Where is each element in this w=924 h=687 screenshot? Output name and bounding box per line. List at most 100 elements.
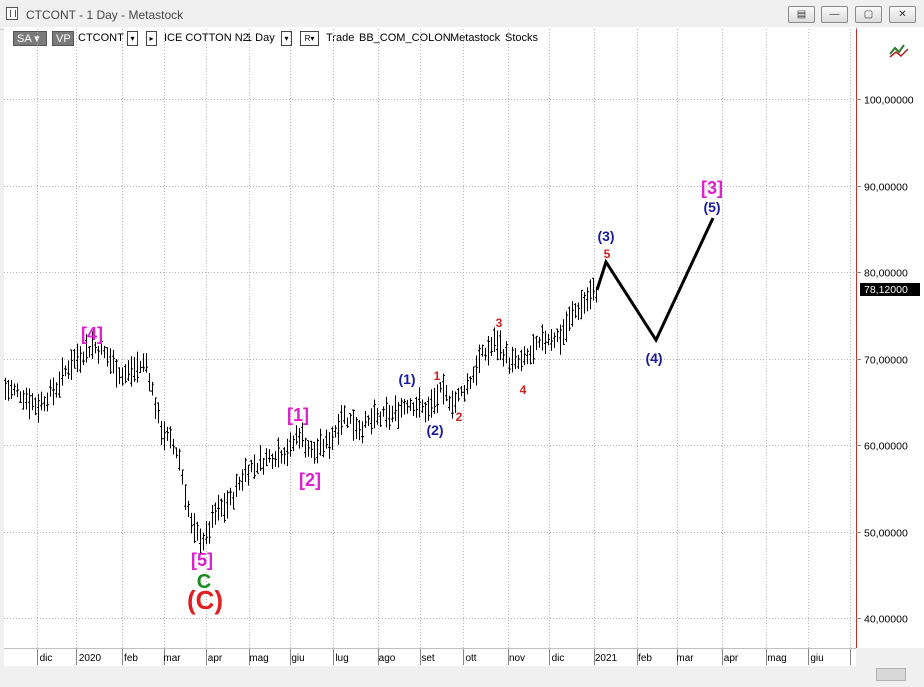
horizontal-grid: [4, 99, 861, 619]
price-bar: [499, 330, 502, 361]
r-dropdown[interactable]: R▾: [300, 31, 319, 46]
price-bar: [28, 388, 31, 420]
price-bar: [547, 333, 550, 346]
price-axis[interactable]: [856, 27, 924, 648]
price-bar: [385, 396, 388, 428]
time-axis-label: mar: [163, 653, 181, 664]
close-button[interactable]: ✕: [889, 6, 916, 23]
period-dropdown[interactable]: ▾: [281, 31, 292, 46]
price-bar: [514, 348, 517, 369]
price-bar: [376, 408, 379, 425]
price-bar: [568, 306, 571, 331]
price-axis-label: 50,00000: [864, 528, 908, 540]
price-bar: [43, 396, 46, 412]
time-axis-label: giu: [291, 653, 304, 664]
symbol-dropdown[interactable]: ▾: [127, 31, 138, 46]
price-bar: [118, 367, 121, 385]
price-bar: [124, 364, 127, 384]
price-bar: [511, 346, 514, 373]
price-bar: [106, 347, 109, 367]
period-label[interactable]: 1 Day: [246, 32, 275, 44]
price-bar: [127, 360, 130, 381]
price-bar: [91, 331, 94, 359]
drawing-tools-icon[interactable]: [888, 42, 910, 60]
price-bar: [274, 451, 277, 467]
price-bar: [439, 382, 442, 393]
price-bar: [136, 351, 139, 383]
sa-button[interactable]: SA ▾: [13, 31, 47, 46]
layout-icon: ▤: [796, 9, 807, 20]
price-bar: [319, 428, 322, 456]
price-bar: [199, 528, 202, 554]
price-bar: [382, 406, 385, 417]
price-bar: [484, 347, 487, 361]
instrument-dropdown[interactable]: ▸: [146, 31, 157, 46]
price-bar: [481, 344, 484, 357]
price-axis-label: 60,00000: [864, 441, 908, 453]
price-bar: [85, 334, 88, 363]
price-bar: [160, 420, 163, 445]
price-bar: [550, 329, 553, 351]
price-bar: [298, 427, 301, 449]
time-axis-label: ott: [465, 653, 476, 664]
price-bar: [475, 355, 478, 386]
price-bar: [397, 402, 400, 430]
price-bar: [445, 385, 448, 402]
price-bar: [16, 383, 19, 397]
price-bar: [346, 417, 349, 429]
price-bar: [82, 351, 85, 366]
price-bar: [394, 395, 397, 422]
price-bar: [145, 352, 148, 373]
price-bar: [25, 387, 28, 410]
price-bar: [286, 438, 289, 467]
price-bar: [67, 360, 70, 380]
minimize-button[interactable]: —: [821, 6, 848, 23]
time-axis-label: mag: [249, 653, 268, 664]
price-bar: [451, 390, 454, 419]
vp-button[interactable]: VP: [52, 31, 74, 46]
price-bar: [247, 464, 250, 486]
time-axis[interactable]: [4, 648, 856, 666]
price-bar: [121, 367, 124, 386]
price-bar: [424, 401, 427, 423]
price-bar: [502, 349, 505, 367]
time-axis-label: feb: [124, 653, 138, 664]
price-bar: [256, 462, 259, 474]
price-bar: [157, 402, 160, 424]
price-bar: [133, 356, 136, 382]
window-title: CTCONT - 1 Day - Metastock: [26, 8, 184, 22]
data-category: Stocks: [505, 32, 539, 44]
data-source: Metastock: [450, 32, 501, 44]
price-bar: [487, 335, 490, 366]
horizontal-scrollbar[interactable]: [4, 666, 920, 683]
chevron-down-icon: ▾: [310, 34, 315, 43]
price-bar: [235, 473, 238, 497]
chart-area[interactable]: [4, 27, 856, 648]
price-bar: [193, 513, 196, 544]
price-bar: [58, 371, 61, 398]
projection-path: [595, 217, 715, 344]
price-bar: [532, 334, 535, 364]
symbol-label[interactable]: CTCONT: [78, 32, 124, 44]
price-bar: [589, 279, 592, 310]
maximize-button[interactable]: ▢: [855, 6, 882, 23]
vertical-grid: [37, 29, 851, 665]
wave-label: 2: [456, 410, 463, 424]
sa-label: SA: [17, 33, 32, 45]
price-bar: [592, 277, 595, 301]
price-bar: [184, 484, 187, 510]
time-axis-label: apr: [724, 653, 739, 664]
price-bar: [241, 469, 244, 491]
price-bar: [301, 422, 304, 448]
wave-label: 4: [520, 383, 527, 397]
price-bar: [166, 426, 169, 441]
chart-canvas: 100,00000 90,00000 80,00000 70,00000 60,0000…: [4, 29, 920, 665]
price-bar: [295, 425, 298, 445]
price-bar: [4, 377, 7, 400]
price-bar: [478, 344, 481, 374]
scrollbar-thumb[interactable]: [876, 668, 906, 681]
wave-label: (1): [398, 371, 415, 387]
wave-label: 3: [496, 316, 503, 330]
price-bar: [493, 327, 496, 353]
restore-layout-button[interactable]: ▤: [788, 6, 815, 23]
